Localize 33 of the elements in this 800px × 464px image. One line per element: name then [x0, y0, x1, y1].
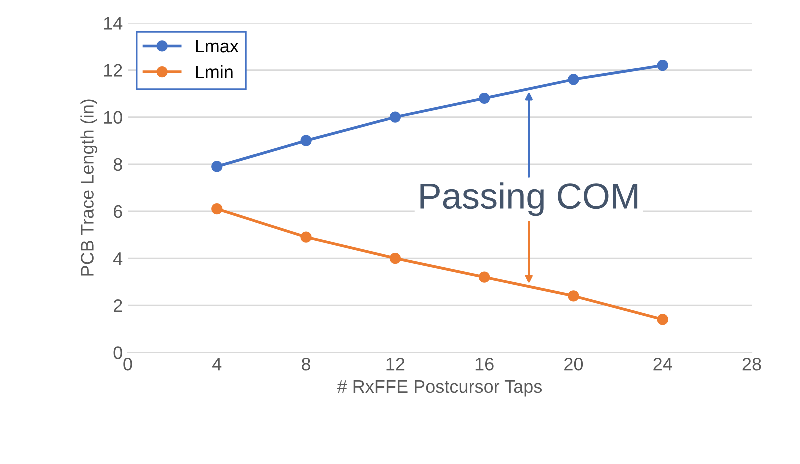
y-axis-title: PCB Trace Length (in): [80, 100, 98, 276]
y-tick-label: 0: [114, 346, 122, 360]
point: [657, 60, 668, 72]
x-tick-label: 24: [654, 358, 672, 371]
y-tick-label: 10: [104, 111, 122, 124]
legend-label: Lmax: [196, 40, 239, 53]
x-tick-label: 8: [302, 358, 311, 371]
point: [568, 74, 580, 86]
point: [568, 290, 580, 302]
point: [212, 204, 223, 215]
point: [479, 272, 490, 283]
point: [300, 232, 312, 243]
point: [390, 252, 401, 264]
y-tick-label: 6: [114, 205, 122, 218]
annotation: Passing COM: [420, 182, 638, 216]
x-tick-label: 28: [742, 358, 762, 371]
y-tick-label: 14: [104, 17, 123, 30]
x-tick-label: 4: [212, 358, 222, 371]
point: [657, 314, 668, 326]
point: [212, 161, 223, 172]
y-tick-label: 4: [114, 252, 123, 266]
x-tick-label: 16: [476, 358, 494, 371]
x-tick-label: 12: [386, 358, 405, 371]
y-tick-label: 8: [114, 158, 122, 172]
x-tick-label: 20: [564, 358, 584, 371]
y-tick-label: 2: [114, 300, 122, 312]
x-tick-label: 0: [124, 358, 132, 371]
legend-label: Lmin: [196, 65, 233, 78]
point: [479, 92, 490, 104]
point: [300, 135, 312, 146]
point: [390, 112, 401, 123]
y-tick-label: 12: [104, 64, 122, 77]
x-axis-title: # RxFFE Postcursor Taps: [337, 380, 542, 397]
